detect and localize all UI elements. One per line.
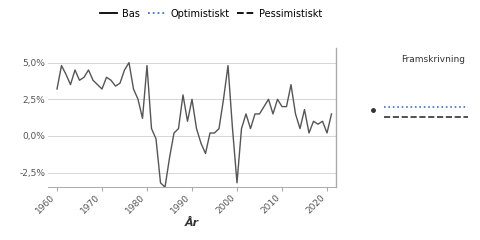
Legend: Bas, Optimistiskt, Pessimistiskt: Bas, Optimistiskt, Pessimistiskt [96, 5, 326, 23]
Text: Framskrivning: Framskrivning [401, 55, 465, 64]
X-axis label: År: År [185, 218, 199, 228]
